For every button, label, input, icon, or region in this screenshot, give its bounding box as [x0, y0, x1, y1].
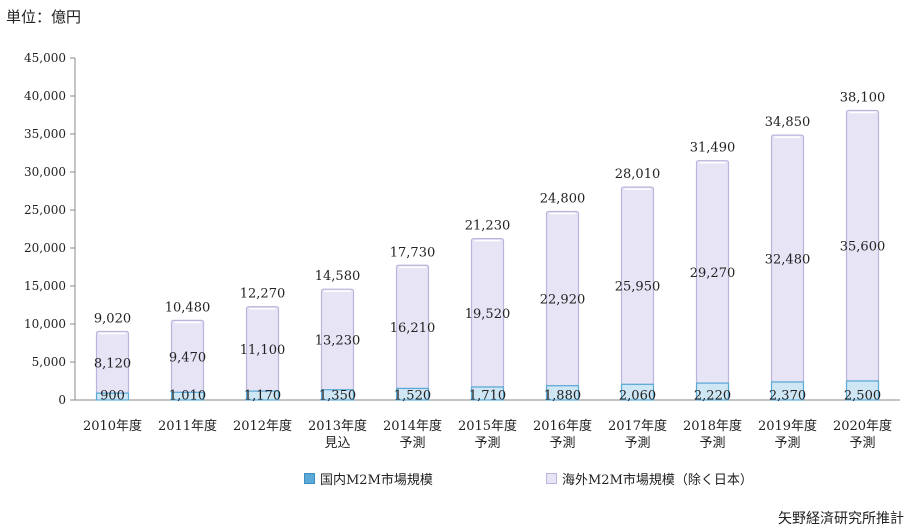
domestic-value-label: 1,880: [544, 389, 581, 404]
x-tick-label: 2014年度: [383, 418, 442, 434]
legend-label-domestic: 国内M2M市場規模: [320, 473, 433, 488]
overseas-value-label: 22,920: [540, 293, 586, 308]
overseas-value-label: 13,230: [315, 333, 361, 348]
total-value-label: 12,270: [240, 287, 286, 302]
total-value-label: 24,800: [540, 192, 586, 207]
overseas-value-label: 16,210: [390, 321, 436, 336]
total-value-label: 17,730: [390, 245, 436, 260]
y-tick-label: 5,000: [32, 355, 66, 369]
domestic-value-label: 1,170: [244, 389, 281, 404]
x-tick-label: 予測: [624, 436, 650, 451]
x-tick-label: 2015年度: [458, 418, 517, 434]
overseas-value-label: 32,480: [765, 253, 811, 268]
overseas-value-label: 29,270: [690, 266, 736, 281]
domestic-value-label: 1,520: [394, 389, 431, 404]
x-tick-label: 予測: [474, 436, 500, 451]
total-value-label: 10,480: [165, 300, 211, 315]
total-value-label: 38,100: [840, 90, 886, 105]
y-tick-label: 45,000: [24, 51, 66, 65]
x-tick-label: 2017年度: [608, 418, 667, 434]
overseas-value-label: 8,120: [94, 356, 131, 371]
y-tick-label: 25,000: [24, 203, 66, 217]
domestic-value-label: 900: [100, 389, 125, 404]
bar-domestic: [170, 391, 205, 401]
total-value-label: 21,230: [465, 219, 511, 234]
bar-domestic: [395, 387, 430, 401]
y-tick-label: 0: [58, 393, 66, 407]
x-tick-label: 2010年度: [83, 418, 142, 434]
domestic-value-label: 1,710: [469, 389, 506, 404]
total-value-label: 14,580: [315, 269, 361, 284]
y-tick-label: 15,000: [24, 279, 66, 293]
x-tick-label: 見込: [324, 436, 350, 451]
bar-domestic: [770, 381, 805, 401]
x-tick-label: 予測: [399, 436, 425, 451]
overseas-value-label: 9,470: [169, 350, 206, 365]
source-label: 矢野経済研究所推計: [778, 511, 904, 527]
x-tick-label: 2013年度: [308, 418, 367, 434]
bar-domestic: [320, 389, 355, 401]
overseas-value-label: 25,950: [615, 280, 661, 295]
bar-domestic: [695, 382, 730, 401]
bar-domestic: [545, 385, 580, 401]
overseas-value-label: 35,600: [840, 240, 886, 255]
bar-domestic: [620, 383, 655, 401]
unit-label: 単位：億円: [6, 8, 82, 26]
overseas-value-label: 19,520: [465, 307, 511, 322]
legend-swatch-domestic: [304, 473, 315, 484]
x-tick-label: 2011年度: [158, 418, 217, 434]
bar-domestic: [245, 390, 280, 401]
x-tick-label: 予測: [549, 436, 575, 451]
legend-label-overseas: 海外M2M市場規模（除く日本）: [562, 473, 753, 488]
y-tick-label: 10,000: [24, 317, 66, 331]
y-tick-label: 30,000: [24, 165, 66, 179]
legend-item-domestic: 国内M2M市場規模: [304, 469, 433, 488]
x-tick-label: 2020年度: [833, 418, 892, 434]
bar-domestic: [470, 386, 505, 401]
x-tick-label: 2018年度: [683, 418, 742, 434]
total-value-label: 31,490: [690, 141, 736, 156]
x-tick-label: 2012年度: [233, 418, 292, 434]
total-value-label: 28,010: [615, 167, 661, 182]
y-tick-label: 20,000: [24, 241, 66, 255]
x-tick-label: 予測: [849, 436, 875, 451]
domestic-value-label: 2,220: [694, 389, 731, 404]
legend-swatch-overseas: [546, 473, 557, 484]
total-value-label: 34,850: [765, 115, 811, 130]
domestic-value-label: 1,010: [169, 389, 206, 404]
x-tick-label: 2019年度: [758, 418, 817, 434]
overseas-value-label: 11,100: [240, 343, 286, 358]
domestic-value-label: 2,500: [844, 389, 881, 404]
total-value-label: 9,020: [94, 311, 131, 326]
x-tick-label: 2016年度: [533, 418, 592, 434]
y-tick-label: 35,000: [24, 127, 66, 141]
x-tick-label: 予測: [699, 436, 725, 451]
domestic-value-label: 2,370: [769, 389, 806, 404]
domestic-value-label: 2,060: [619, 389, 656, 404]
bar-domestic: [845, 380, 880, 401]
domestic-value-label: 1,350: [319, 389, 356, 404]
y-tick-label: 40,000: [24, 89, 66, 103]
bar-domestic: [95, 392, 130, 401]
legend-item-overseas: 海外M2M市場規模（除く日本）: [546, 469, 753, 488]
x-tick-label: 予測: [774, 436, 800, 451]
